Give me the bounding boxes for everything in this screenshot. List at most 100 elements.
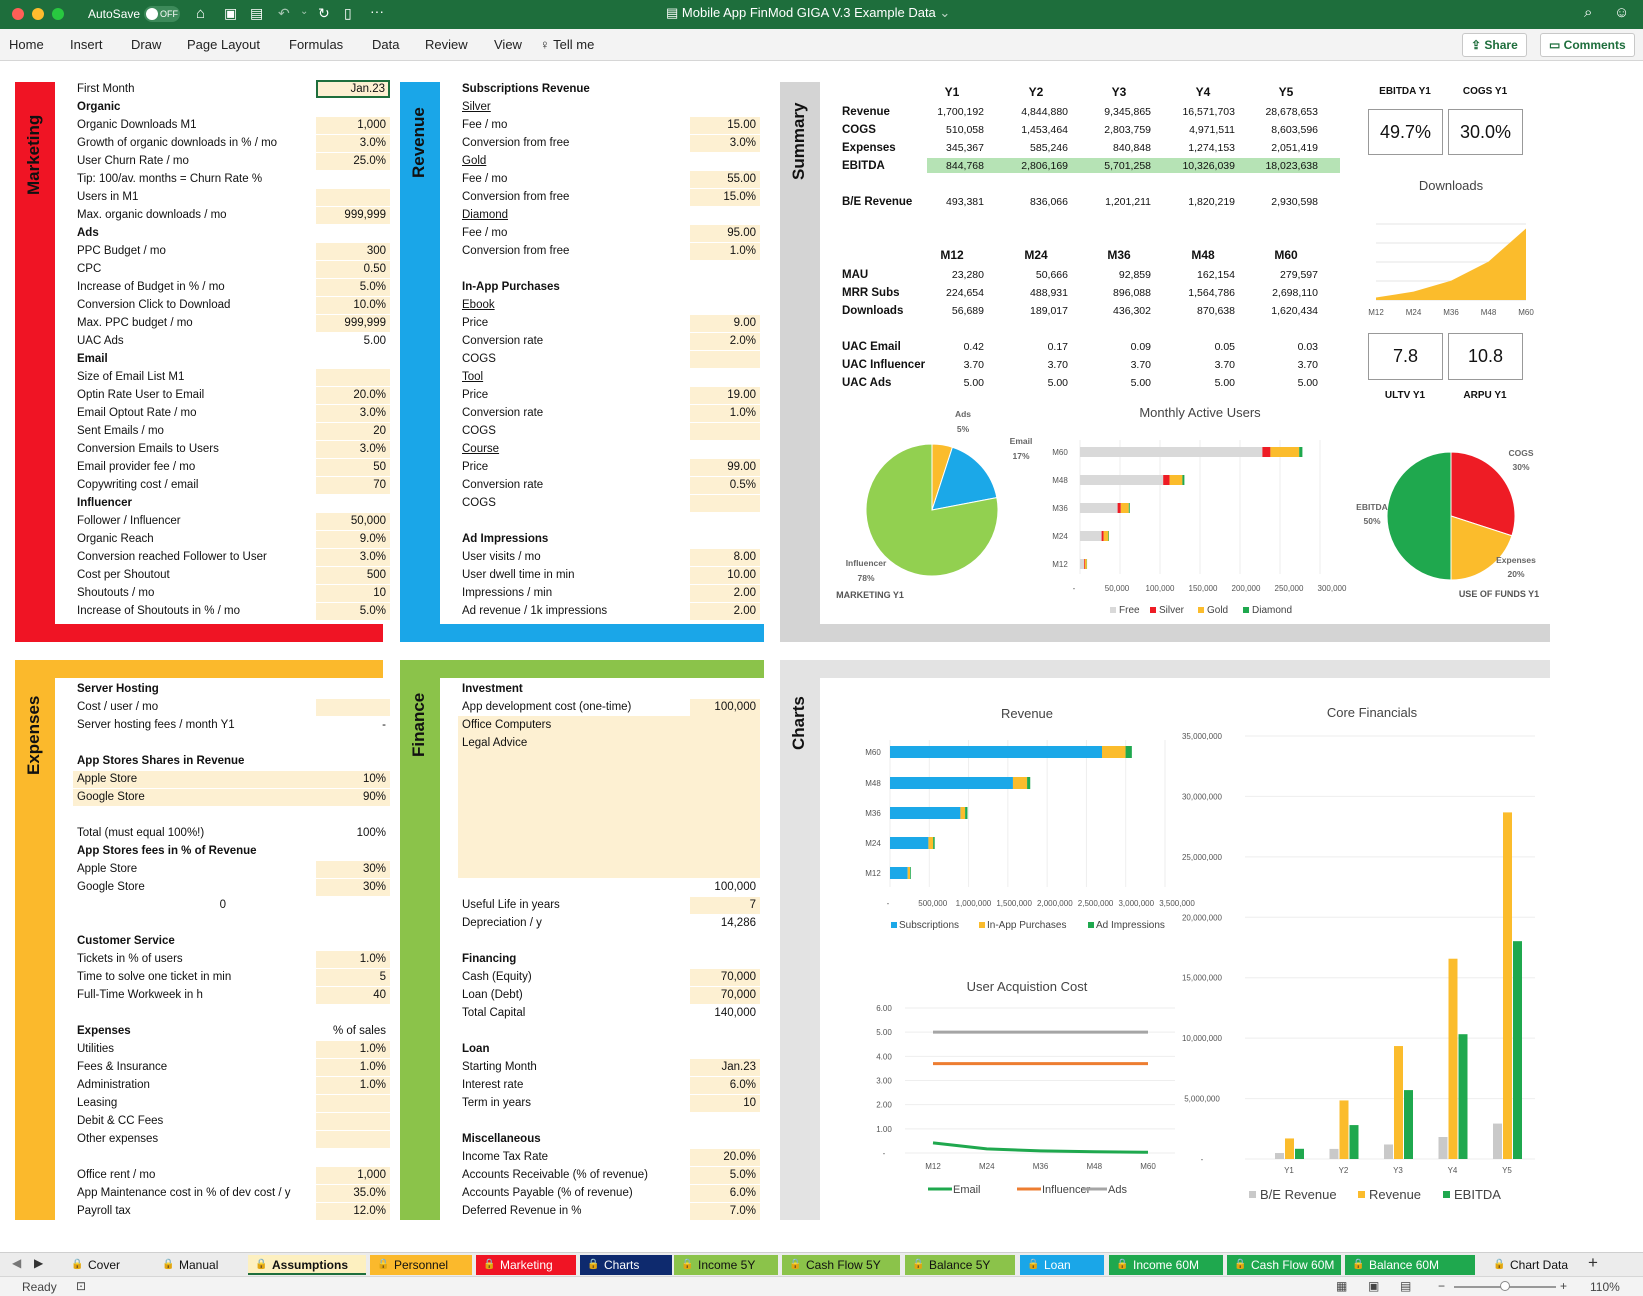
input-cell-bg[interactable] [316, 1131, 390, 1148]
input-cell-bg[interactable] [73, 771, 390, 788]
sheet-tab-cash-flow-5y[interactable]: 🔒 Cash Flow 5Y [782, 1255, 900, 1275]
row-value[interactable]: 9.00 [733, 317, 756, 329]
row-value[interactable]: 1,000 [357, 119, 386, 131]
input-cell-bg[interactable] [690, 699, 760, 716]
input-cell-bg[interactable] [316, 603, 390, 620]
row-value[interactable]: 500 [366, 569, 386, 581]
scroll-right-icon[interactable]: ▶ [34, 1256, 44, 1270]
sheet-tab-balance-60m[interactable]: 🔒 Balance 60M [1345, 1255, 1475, 1275]
input-cell-bg[interactable] [316, 861, 390, 878]
row-value[interactable]: 10 [743, 1097, 756, 1109]
row-value[interactable]: 5.0% [729, 1169, 756, 1181]
autosave-toggle[interactable]: OFF [144, 6, 180, 22]
row-value[interactable]: 90% [362, 791, 386, 803]
input-cell-bg[interactable] [690, 549, 760, 566]
input-cell-bg[interactable] [690, 1185, 760, 1202]
tab-data[interactable]: Data [372, 37, 400, 52]
minimize-window-button[interactable] [32, 8, 44, 20]
row-value[interactable]: 3.0% [359, 443, 386, 455]
input-cell-bg[interactable] [316, 477, 390, 494]
input-cell-bg[interactable] [690, 189, 760, 206]
account-icon[interactable]: ☺ [1614, 4, 1630, 21]
row-value[interactable]: 5 [379, 971, 386, 983]
row-value[interactable]: 55.00 [727, 173, 756, 185]
row-value[interactable]: 1.0% [359, 1061, 386, 1073]
sheet-tab-income-60m[interactable]: 🔒 Income 60M [1109, 1255, 1223, 1275]
input-cell-bg[interactable] [316, 987, 390, 1004]
row-value[interactable]: Jan.23 [721, 1061, 756, 1073]
scroll-left-icon[interactable]: ◀ [12, 1256, 22, 1270]
input-cell-bg[interactable] [316, 1041, 390, 1058]
tab-formulas[interactable]: Formulas [289, 37, 344, 52]
input-cell-bg[interactable] [316, 315, 390, 332]
row-value[interactable]: 10 [373, 587, 386, 599]
input-area-bg[interactable] [458, 806, 760, 824]
input-cell-bg[interactable] [316, 207, 390, 224]
input-cell-bg[interactable] [316, 387, 390, 404]
row-value[interactable]: 3.0% [359, 551, 386, 563]
row-value[interactable]: 95.00 [727, 227, 756, 239]
input-cell-bg[interactable] [690, 585, 760, 602]
row-value[interactable]: 3.0% [729, 137, 756, 149]
row-value[interactable]: 0.50 [363, 263, 386, 275]
input-cell-bg[interactable] [690, 1077, 760, 1094]
sheet-tab-charts[interactable]: 🔒 Charts [580, 1255, 672, 1275]
row-value[interactable]: 19.00 [727, 389, 756, 401]
row-value[interactable]: 70 [373, 479, 386, 491]
normal-view-icon[interactable]: ▦ [1336, 1279, 1348, 1293]
tab-page-layout[interactable]: Page Layout [187, 37, 261, 52]
input-cell-bg[interactable] [316, 369, 390, 386]
tab-insert[interactable]: Insert [70, 37, 103, 52]
row-value[interactable]: 40 [373, 989, 386, 1001]
row-value[interactable]: 6.0% [729, 1079, 756, 1091]
row-value[interactable]: 30% [362, 863, 386, 875]
input-cell-bg[interactable] [316, 1059, 390, 1076]
row-value[interactable]: 9.0% [359, 533, 386, 545]
row-value[interactable]: 999,999 [344, 317, 386, 329]
input-cell-bg[interactable] [690, 987, 760, 1004]
row-value[interactable]: 20.0% [723, 1151, 756, 1163]
row-value[interactable]: 10.00 [727, 569, 756, 581]
zoom-slider-thumb[interactable] [1500, 1281, 1510, 1291]
row-value[interactable]: 5.0% [359, 281, 386, 293]
row-value[interactable]: 6.0% [729, 1187, 756, 1199]
sheet-tab-personnel[interactable]: 🔒 Personnel [370, 1255, 472, 1275]
row-value[interactable]: 0.5% [729, 479, 756, 491]
input-cell-bg[interactable] [690, 969, 760, 986]
save-as-icon[interactable]: ▤ [250, 5, 264, 21]
tell-me-search[interactable]: ♀ Tell me [540, 37, 595, 52]
input-cell-bg[interactable] [690, 603, 760, 620]
input-cell-bg[interactable] [690, 423, 760, 440]
input-cell-bg[interactable] [690, 495, 760, 512]
input-cell-bg[interactable] [690, 1095, 760, 1112]
row-value[interactable]: 20 [373, 425, 386, 437]
row-value[interactable]: 100,000 [714, 701, 756, 713]
input-cell-bg[interactable] [690, 1059, 760, 1076]
input-cell-bg[interactable] [316, 1077, 390, 1094]
row-value[interactable]: 15.00 [727, 119, 756, 131]
input-area-bg[interactable] [458, 860, 760, 878]
input-cell-bg[interactable] [690, 117, 760, 134]
input-cell-bg[interactable] [316, 879, 390, 896]
share-button[interactable]: ⇪ Share [1462, 33, 1527, 57]
input-cell-bg[interactable] [316, 423, 390, 440]
sheet-tab-loan[interactable]: 🔒 Loan [1020, 1255, 1104, 1275]
input-cell-bg[interactable] [690, 351, 760, 368]
zoom-level[interactable]: 110% [1590, 1280, 1620, 1294]
row-value[interactable]: 300 [366, 245, 386, 257]
input-area-bg[interactable] [458, 734, 760, 752]
input-cell-bg[interactable] [690, 243, 760, 260]
row-value[interactable]: 10% [362, 773, 386, 785]
row-value[interactable]: 1.0% [729, 245, 756, 257]
new-document-icon[interactable]: ▯ [344, 5, 352, 21]
save-icon[interactable]: ▣ [224, 5, 238, 21]
row-value[interactable]: 15.0% [723, 191, 756, 203]
input-cell-bg[interactable] [316, 531, 390, 548]
row-value[interactable]: 5.0% [359, 605, 386, 617]
sheet-tab-income-5y[interactable]: 🔒 Income 5Y [674, 1255, 778, 1275]
close-window-button[interactable] [12, 8, 24, 20]
first-month-input[interactable]: Jan.23 [316, 80, 390, 98]
sheet-tab-manual[interactable]: 🔒 Manual [155, 1255, 243, 1275]
input-cell-bg[interactable] [316, 699, 390, 716]
row-value[interactable]: 30% [362, 881, 386, 893]
